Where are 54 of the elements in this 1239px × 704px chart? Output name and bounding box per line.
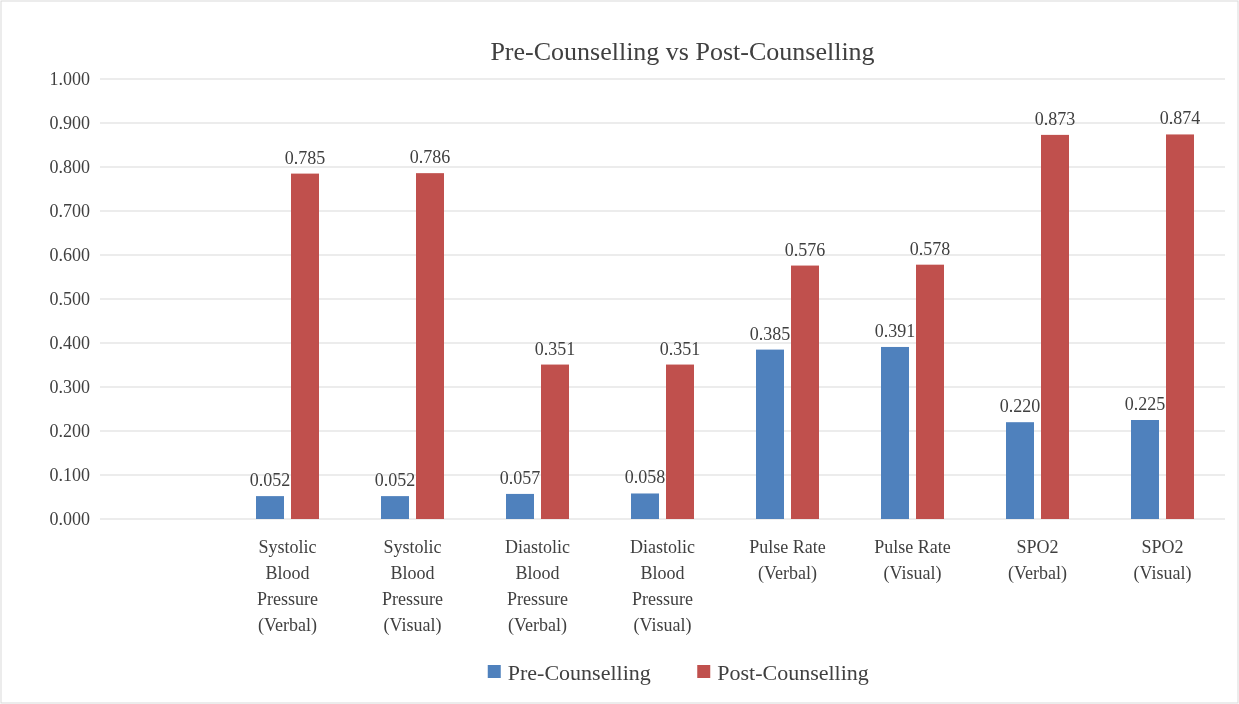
y-tick-label: 0.700 <box>49 201 90 222</box>
bar <box>666 364 694 519</box>
bar <box>756 349 784 519</box>
y-tick-label: 0.400 <box>49 333 90 354</box>
bar <box>416 173 444 519</box>
legend-label: Post-Counselling <box>717 659 869 685</box>
data-label: 0.578 <box>909 238 951 259</box>
bar <box>881 346 909 519</box>
data-label: 0.391 <box>874 320 916 341</box>
data-label: 0.351 <box>659 338 701 359</box>
data-label: 0.786 <box>409 147 451 168</box>
bar <box>1166 134 1194 519</box>
x-tick-label: Systolic Blood Pressure (Verbal) <box>257 537 318 636</box>
y-tick-label: 0.800 <box>49 157 90 178</box>
bar <box>1041 134 1069 519</box>
x-tick-label: SPO2 (Visual) <box>1133 537 1192 584</box>
data-label: 0.052 <box>374 470 416 491</box>
x-tick-label: SPO2 (Verbal) <box>1008 537 1067 584</box>
y-tick-label: 0.100 <box>49 465 90 486</box>
data-label: 0.058 <box>624 467 666 488</box>
bar <box>1131 420 1159 519</box>
data-label: 0.785 <box>284 147 326 168</box>
bar <box>256 496 284 519</box>
x-tick-label: Systolic Blood Pressure (Visual) <box>382 537 443 636</box>
data-label: 0.052 <box>249 470 291 491</box>
legend-label: Pre-Counselling <box>507 659 651 685</box>
y-tick-label: 0.000 <box>49 509 90 530</box>
bar <box>381 496 409 519</box>
y-tick-label: 0.500 <box>49 289 90 310</box>
x-tick-label: Pulse Rate (Visual) <box>874 537 951 584</box>
bar <box>791 265 819 519</box>
y-tick-label: 0.900 <box>49 113 90 134</box>
bar <box>916 264 944 519</box>
x-tick-label: Diastolic Blood Pressure (Verbal) <box>505 537 570 636</box>
bar <box>506 493 534 519</box>
x-tick-label: Pulse Rate (Verbal) <box>749 537 826 584</box>
data-label: 0.225 <box>1124 394 1166 414</box>
y-tick-label: 0.300 <box>49 377 90 398</box>
data-label: 0.576 <box>784 239 826 260</box>
data-label: 0.385 <box>749 323 791 344</box>
data-label: 0.220 <box>999 396 1041 417</box>
y-tick-label: 1.000 <box>49 69 90 90</box>
y-tick-label: 0.600 <box>49 245 90 266</box>
data-label: 0.351 <box>534 338 576 359</box>
chart-title: Pre-Counselling vs Post-Counselling <box>490 37 875 66</box>
bar <box>541 364 569 519</box>
data-label: 0.057 <box>499 467 541 488</box>
data-label: 0.873 <box>1034 108 1076 129</box>
data-label: 0.874 <box>1159 108 1201 129</box>
bar <box>1006 422 1034 519</box>
y-tick-label: 0.200 <box>49 421 90 442</box>
bar <box>291 173 319 519</box>
x-tick-label: Diastolic Blood Pressure (Visual) <box>630 537 695 636</box>
bar <box>631 493 659 519</box>
